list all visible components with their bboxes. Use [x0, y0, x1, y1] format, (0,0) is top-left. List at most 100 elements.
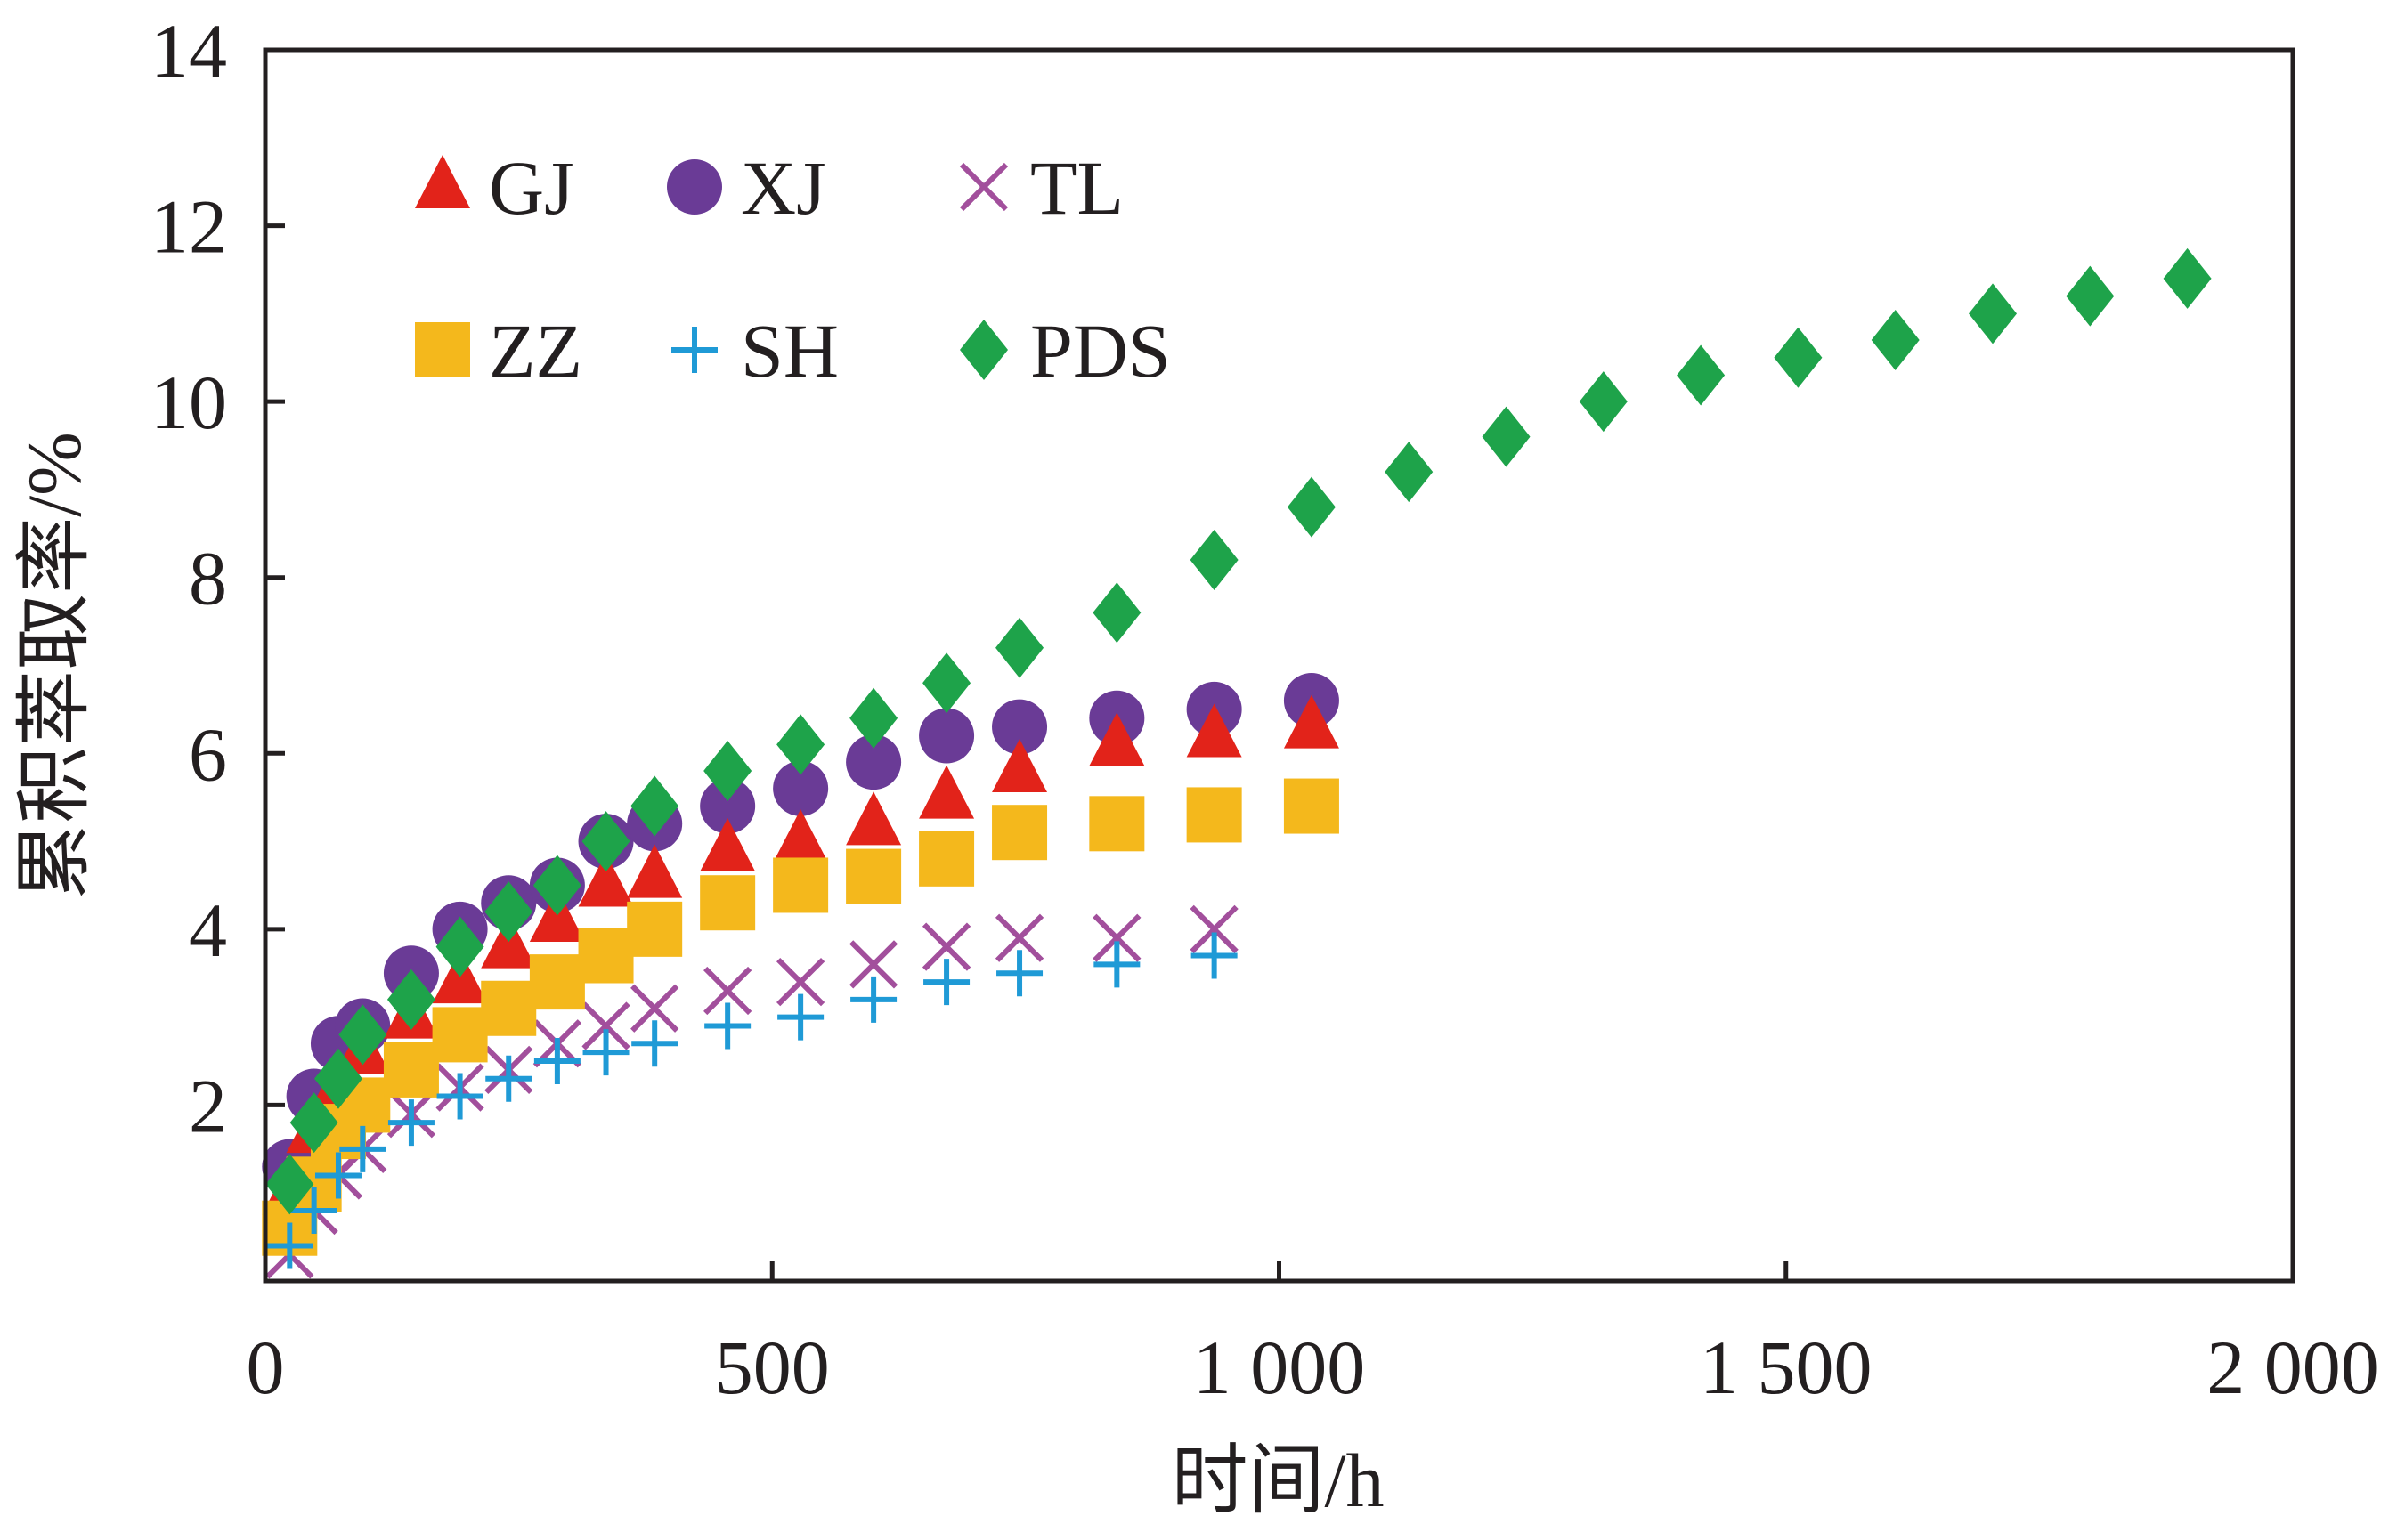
data-point-zz — [700, 875, 756, 931]
data-point-pds — [849, 687, 898, 749]
legend-label-tl: TL — [1030, 145, 1124, 231]
data-point-tl — [849, 940, 898, 989]
legend-marker-zz — [415, 322, 470, 377]
data-point-zz — [846, 848, 902, 904]
data-point-sh — [266, 1222, 313, 1269]
data-point-tl — [581, 1001, 630, 1050]
data-point-sh — [436, 1073, 483, 1120]
data-point-zz — [481, 980, 537, 1036]
data-point-sh — [996, 950, 1044, 997]
data-point-tl — [630, 984, 679, 1033]
data-point-sh — [387, 1099, 435, 1147]
data-point-xj — [992, 699, 1048, 755]
data-point-zz — [1089, 796, 1145, 852]
data-point-pds — [1871, 309, 1920, 370]
data-point-xj — [700, 778, 756, 834]
y-tick-label: 6 — [189, 711, 227, 797]
legend-item-gj: GJ — [415, 145, 574, 231]
data-point-zz — [432, 1007, 488, 1063]
data-point-gj — [578, 853, 634, 907]
data-point-pds — [1385, 442, 1434, 503]
data-point-pds — [532, 855, 581, 916]
data-point-sh — [314, 1152, 362, 1199]
legend-marker-pds — [960, 320, 1008, 380]
data-point-zz — [992, 805, 1048, 861]
y-tick-label: 10 — [150, 360, 227, 445]
data-point-pds — [338, 1004, 387, 1066]
data-point-pds — [776, 714, 825, 775]
data-point-gj — [1186, 703, 1242, 758]
legend-marker-xj — [667, 159, 722, 215]
legend-item-xj: XJ — [667, 145, 826, 231]
legend: GJ XJ TL ZZ SH PDS — [415, 145, 1171, 393]
data-point-sh — [777, 993, 825, 1041]
legend-label-gj: GJ — [489, 145, 574, 231]
axis-ticks: 0 500 1 000 1 500 2 000 2 4 6 8 10 12 14 — [150, 8, 2379, 1410]
data-point-zz — [919, 831, 975, 887]
data-point-pds — [1287, 476, 1336, 538]
data-point-pds — [313, 1048, 362, 1109]
data-point-pds — [1677, 344, 1726, 406]
data-point-zz — [627, 901, 683, 957]
y-tick-label: 14 — [150, 8, 227, 93]
data-point-sh — [850, 976, 898, 1023]
data-point-pds — [435, 916, 484, 977]
data-point-pds — [1969, 283, 2018, 344]
data-point-gj — [846, 791, 902, 846]
legend-label-sh: SH — [741, 308, 839, 393]
data-point-pds — [289, 1092, 338, 1154]
series-sh — [266, 932, 1238, 1269]
plot-marks — [262, 247, 2212, 1279]
data-point-sh — [1190, 932, 1238, 979]
x-axis-label: 时间/h — [1172, 1438, 1385, 1523]
data-point-gj — [919, 765, 975, 819]
legend-item-pds: PDS — [960, 308, 1171, 393]
legend-marker-gj — [415, 155, 470, 208]
data-point-tl — [995, 913, 1044, 962]
data-point-tl — [1093, 913, 1142, 962]
data-point-sh — [1093, 941, 1141, 988]
data-point-zz — [529, 954, 585, 1010]
data-point-pds — [922, 652, 971, 714]
data-point-gj — [992, 739, 1048, 793]
data-point-gj — [627, 844, 683, 898]
data-point-tl — [1190, 904, 1239, 953]
data-point-sh — [631, 1020, 678, 1067]
y-tick-label: 8 — [189, 536, 227, 621]
legend-label-zz: ZZ — [489, 308, 582, 393]
data-point-pds — [1093, 582, 1142, 644]
data-point-xj — [773, 760, 829, 816]
data-point-xj — [919, 708, 975, 764]
data-point-zz — [578, 928, 634, 984]
legend-marker-sh — [671, 327, 718, 373]
data-point-zz — [773, 857, 829, 913]
data-point-sh — [923, 959, 971, 1006]
data-point-sh — [582, 1029, 630, 1076]
data-point-pds — [1482, 406, 1531, 467]
data-point-sh — [704, 1002, 752, 1050]
x-tick-label: 0 — [247, 1325, 285, 1410]
data-point-gj — [700, 817, 756, 871]
x-tick-label: 2 000 — [2206, 1325, 2379, 1410]
y-tick-label: 4 — [189, 888, 227, 973]
y-tick-label: 12 — [150, 184, 227, 270]
data-point-pds — [1774, 327, 1823, 388]
data-point-sh — [339, 1125, 386, 1172]
x-tick-label: 500 — [715, 1325, 830, 1410]
data-point-gj — [773, 809, 829, 863]
series-pds — [265, 247, 2212, 1215]
data-point-pds — [2066, 265, 2115, 327]
y-tick-label: 2 — [189, 1063, 227, 1148]
legend-item-tl: TL — [959, 145, 1124, 231]
data-point-tl — [776, 958, 825, 1007]
data-point-pds — [265, 1154, 314, 1215]
data-point-zz — [383, 1042, 439, 1098]
data-point-pds — [581, 811, 630, 872]
data-point-pds — [386, 969, 435, 1030]
data-point-gj — [1089, 712, 1145, 766]
data-point-tl — [703, 966, 752, 1016]
data-point-sh — [290, 1187, 337, 1234]
legend-marker-tl — [959, 162, 1009, 212]
